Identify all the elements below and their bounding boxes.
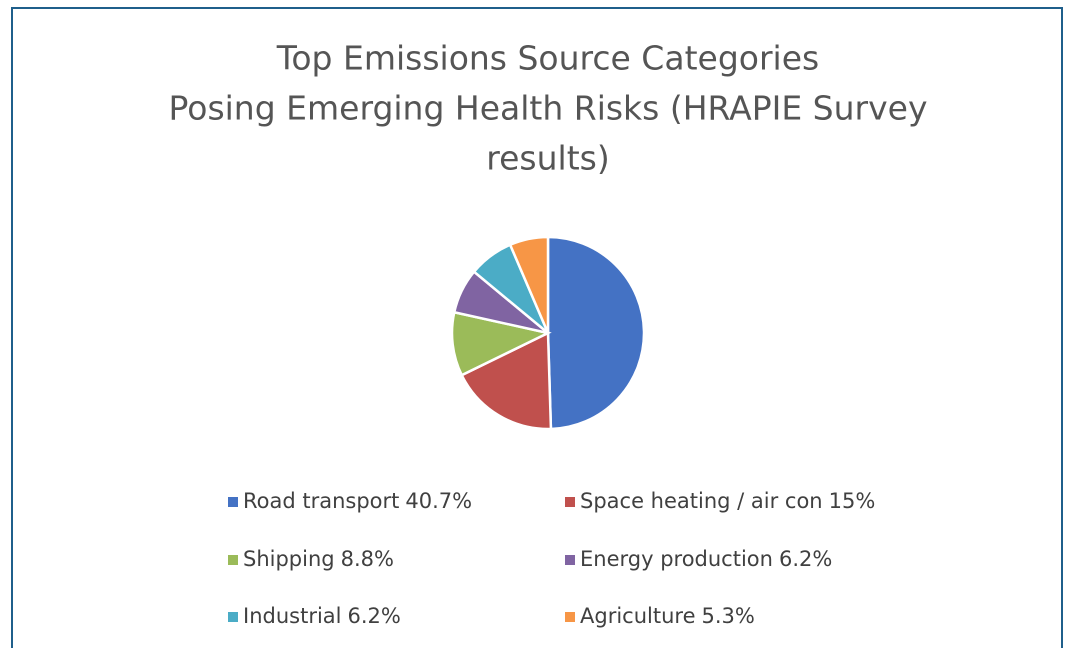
- legend-value: 5.3%: [702, 604, 755, 628]
- pie-slice: [460, 331, 553, 431]
- chart-title: Posing Emerging Health Risks (HRAPIE Sur…: [169, 89, 928, 128]
- legend-swatch: [228, 555, 238, 565]
- legend-category: Industrial: [243, 604, 342, 628]
- chart-title: results): [486, 139, 609, 178]
- pie-slice: [546, 235, 646, 431]
- legend-value: 6.2%: [348, 604, 401, 628]
- chart-title: Top Emissions Source Categories: [276, 39, 819, 78]
- legend-label: Space heating / air con 15%: [580, 489, 875, 513]
- legend-label: Agriculture 5.3%: [580, 604, 755, 628]
- legend-value: 8.8%: [341, 547, 394, 571]
- legend-swatch: [228, 497, 238, 507]
- legend-label: Industrial 6.2%: [243, 604, 401, 628]
- pie-slice: [508, 235, 550, 334]
- legend-value: 6.2%: [779, 547, 832, 571]
- legend-category: Space heating / air con: [580, 489, 823, 513]
- legend-swatch: [565, 497, 575, 507]
- legend-label: Road transport 40.7%: [243, 489, 472, 513]
- legend-category: Energy production: [580, 547, 773, 571]
- legend-category: Agriculture: [580, 604, 696, 628]
- legend-swatch: [228, 612, 238, 622]
- legend-label: Energy production 6.2%: [580, 547, 832, 571]
- legend-swatch: [565, 555, 575, 565]
- legend-value: 40.7%: [405, 489, 472, 513]
- legend-swatch: [565, 612, 575, 622]
- legend-value: 15%: [829, 489, 876, 513]
- legend-label: Shipping 8.8%: [243, 547, 394, 571]
- legend-category: Road transport: [243, 489, 399, 513]
- legend-category: Shipping: [243, 547, 335, 571]
- frame: [11, 7, 1063, 652]
